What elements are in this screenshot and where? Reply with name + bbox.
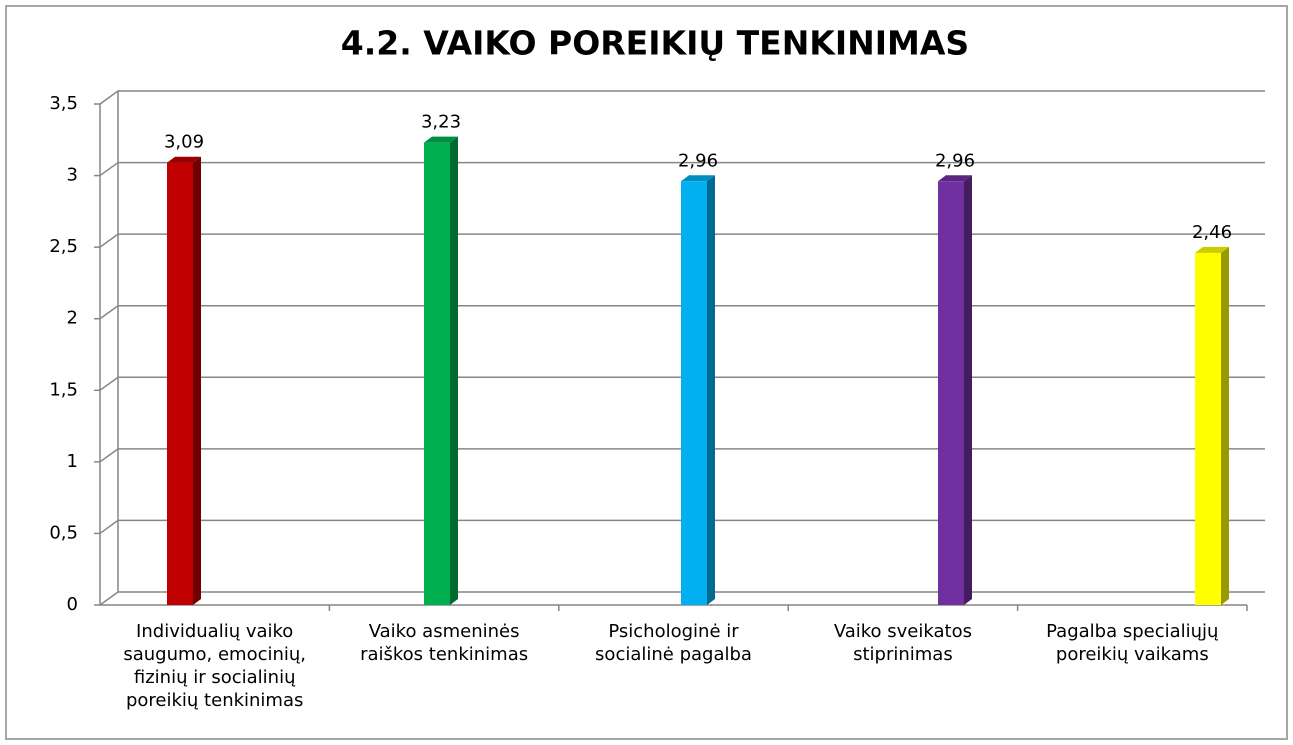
y-tick-label: 0	[67, 594, 78, 615]
bar-top	[424, 136, 458, 143]
bar	[167, 156, 201, 605]
x-tick-label: Pagalba specialiųjų poreikių vaikams	[1046, 621, 1219, 665]
grid-line	[99, 519, 1265, 535]
bar-front	[938, 181, 964, 605]
grid-line	[99, 591, 1265, 606]
grid-line	[99, 376, 1265, 391]
bar-front	[424, 142, 450, 606]
chart-frame	[5, 5, 1288, 740]
y-tick-label: 2	[67, 308, 78, 329]
x-tick-label: Vaiko asmeninės raiškos tenkinimas	[360, 621, 529, 665]
bar-front	[681, 181, 707, 605]
bar-side	[193, 156, 201, 605]
grid-line	[99, 161, 1265, 177]
x-tick-label: Vaiko sveikatos stiprinimas	[833, 621, 972, 665]
x-tick-label: Individualių vaiko saugumo, emocinių, fi…	[123, 621, 307, 711]
value-label: 2,96	[678, 150, 718, 171]
y-tick-label: 1	[67, 451, 78, 472]
bar-top	[681, 175, 715, 182]
bar-top	[1195, 246, 1229, 253]
bar	[938, 175, 972, 605]
grid-line	[99, 448, 1265, 463]
bar-side	[707, 175, 715, 605]
bar-front	[1195, 252, 1221, 605]
bar-front	[167, 162, 193, 605]
bar-side	[964, 175, 972, 605]
grid-line	[99, 304, 1265, 320]
value-label: 2,96	[935, 150, 975, 171]
bar-side	[1221, 246, 1229, 605]
y-tick-label: 3,5	[49, 93, 78, 114]
bar-side	[450, 136, 458, 606]
value-label: 3,23	[421, 112, 461, 133]
grid-line	[99, 233, 1265, 248]
chart-title: 4.2. VAIKO POREIKIŲ TENKINIMAS	[341, 24, 969, 63]
x-tick-label: Psichologinė ir socialinė pagalba	[595, 621, 752, 665]
bar	[1195, 246, 1229, 605]
bar	[681, 175, 715, 605]
value-label: 3,09	[164, 132, 204, 153]
bar-top	[167, 156, 201, 163]
y-tick-label: 3	[67, 165, 78, 186]
y-tick-label: 0,5	[49, 522, 78, 543]
bar	[424, 136, 458, 606]
grid-line	[99, 90, 1265, 105]
value-label: 2,46	[1192, 222, 1232, 243]
y-tick-label: 1,5	[49, 379, 78, 400]
y-tick-label: 2,5	[49, 236, 78, 257]
bar-top	[938, 175, 972, 182]
